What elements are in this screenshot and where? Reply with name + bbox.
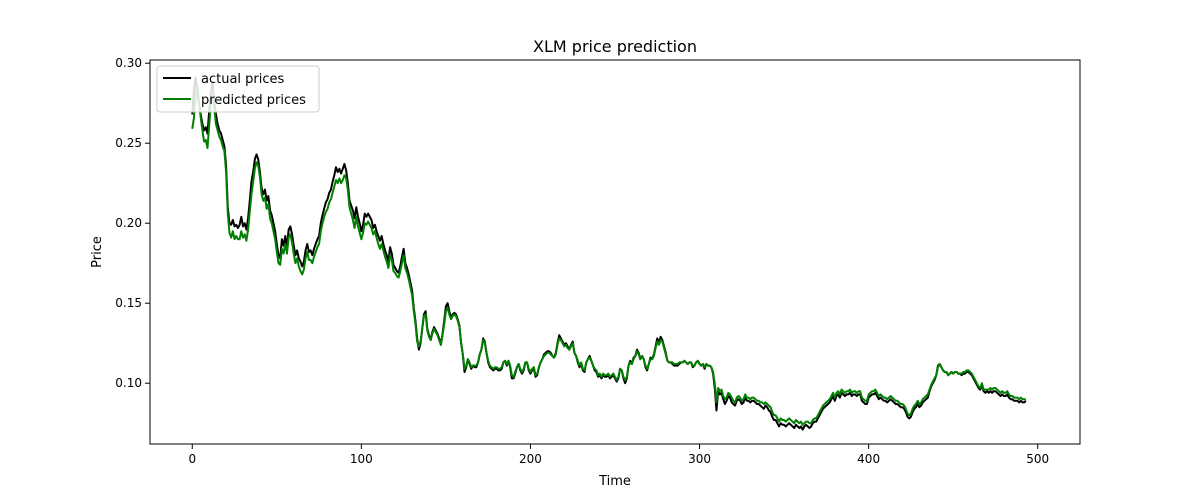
x-tick-label: 300 bbox=[688, 452, 711, 466]
plot-area bbox=[150, 60, 1080, 444]
legend-label-predicted: predicted prices bbox=[201, 93, 306, 108]
legend-label-actual: actual prices bbox=[201, 72, 285, 87]
ticks-layer: 0 100 200 300 400 500 0.10 0.15 0.20 0.25 0.30 bbox=[115, 56, 1049, 466]
x-tick-label: 100 bbox=[350, 452, 373, 466]
y-tick-label: 0.30 bbox=[115, 56, 142, 70]
x-tick-label: 0 bbox=[188, 452, 196, 466]
y-axis-title: Price bbox=[90, 236, 105, 268]
y-tick-label: 0.20 bbox=[115, 216, 142, 230]
series-layer bbox=[191, 76, 1027, 431]
predicted-prices-line bbox=[191, 84, 1026, 426]
legend-box bbox=[156, 65, 320, 113]
x-tick-label: 200 bbox=[519, 452, 542, 466]
y-tick-label: 0.15 bbox=[115, 296, 142, 310]
x-axis-title: Time bbox=[598, 474, 631, 489]
x-tick-label: 500 bbox=[1026, 452, 1049, 466]
x-tick-label: 400 bbox=[857, 452, 880, 466]
plot-frame bbox=[149, 59, 1081, 445]
y-tick-label: 0.10 bbox=[115, 376, 142, 390]
y-tick-label: 0.25 bbox=[115, 136, 142, 150]
legend: actual prices predicted prices bbox=[156, 65, 320, 113]
chart-title: XLM price prediction bbox=[533, 37, 697, 56]
